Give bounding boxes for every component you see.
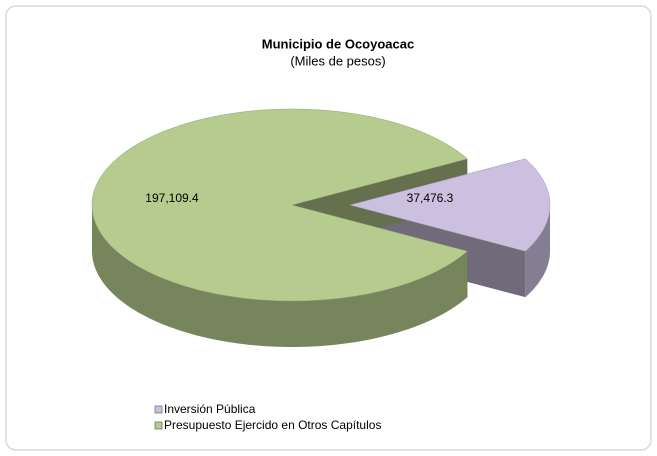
chart-title: Municipio de Ocoyoacac (262, 36, 414, 51)
slice (91, 108, 468, 302)
data-label: 197,109.4 (145, 191, 199, 205)
legend-label: Inversión Pública (164, 402, 256, 416)
chart-subtitle: (Miles de pesos) (290, 53, 385, 68)
data-label: 37,476.3 (407, 191, 454, 205)
slice-side (525, 205, 550, 298)
slice (349, 158, 551, 252)
legend-label: Presupuesto Ejercido en Otros Capítulos (164, 418, 381, 432)
legend: Inversión Pública Presupuesto Ejercido en… (154, 402, 381, 432)
slice-side (92, 205, 468, 347)
pie: 37,476.3 197,109.4 (91, 108, 551, 347)
legend-swatch (154, 405, 163, 414)
legend-swatch (154, 421, 163, 430)
